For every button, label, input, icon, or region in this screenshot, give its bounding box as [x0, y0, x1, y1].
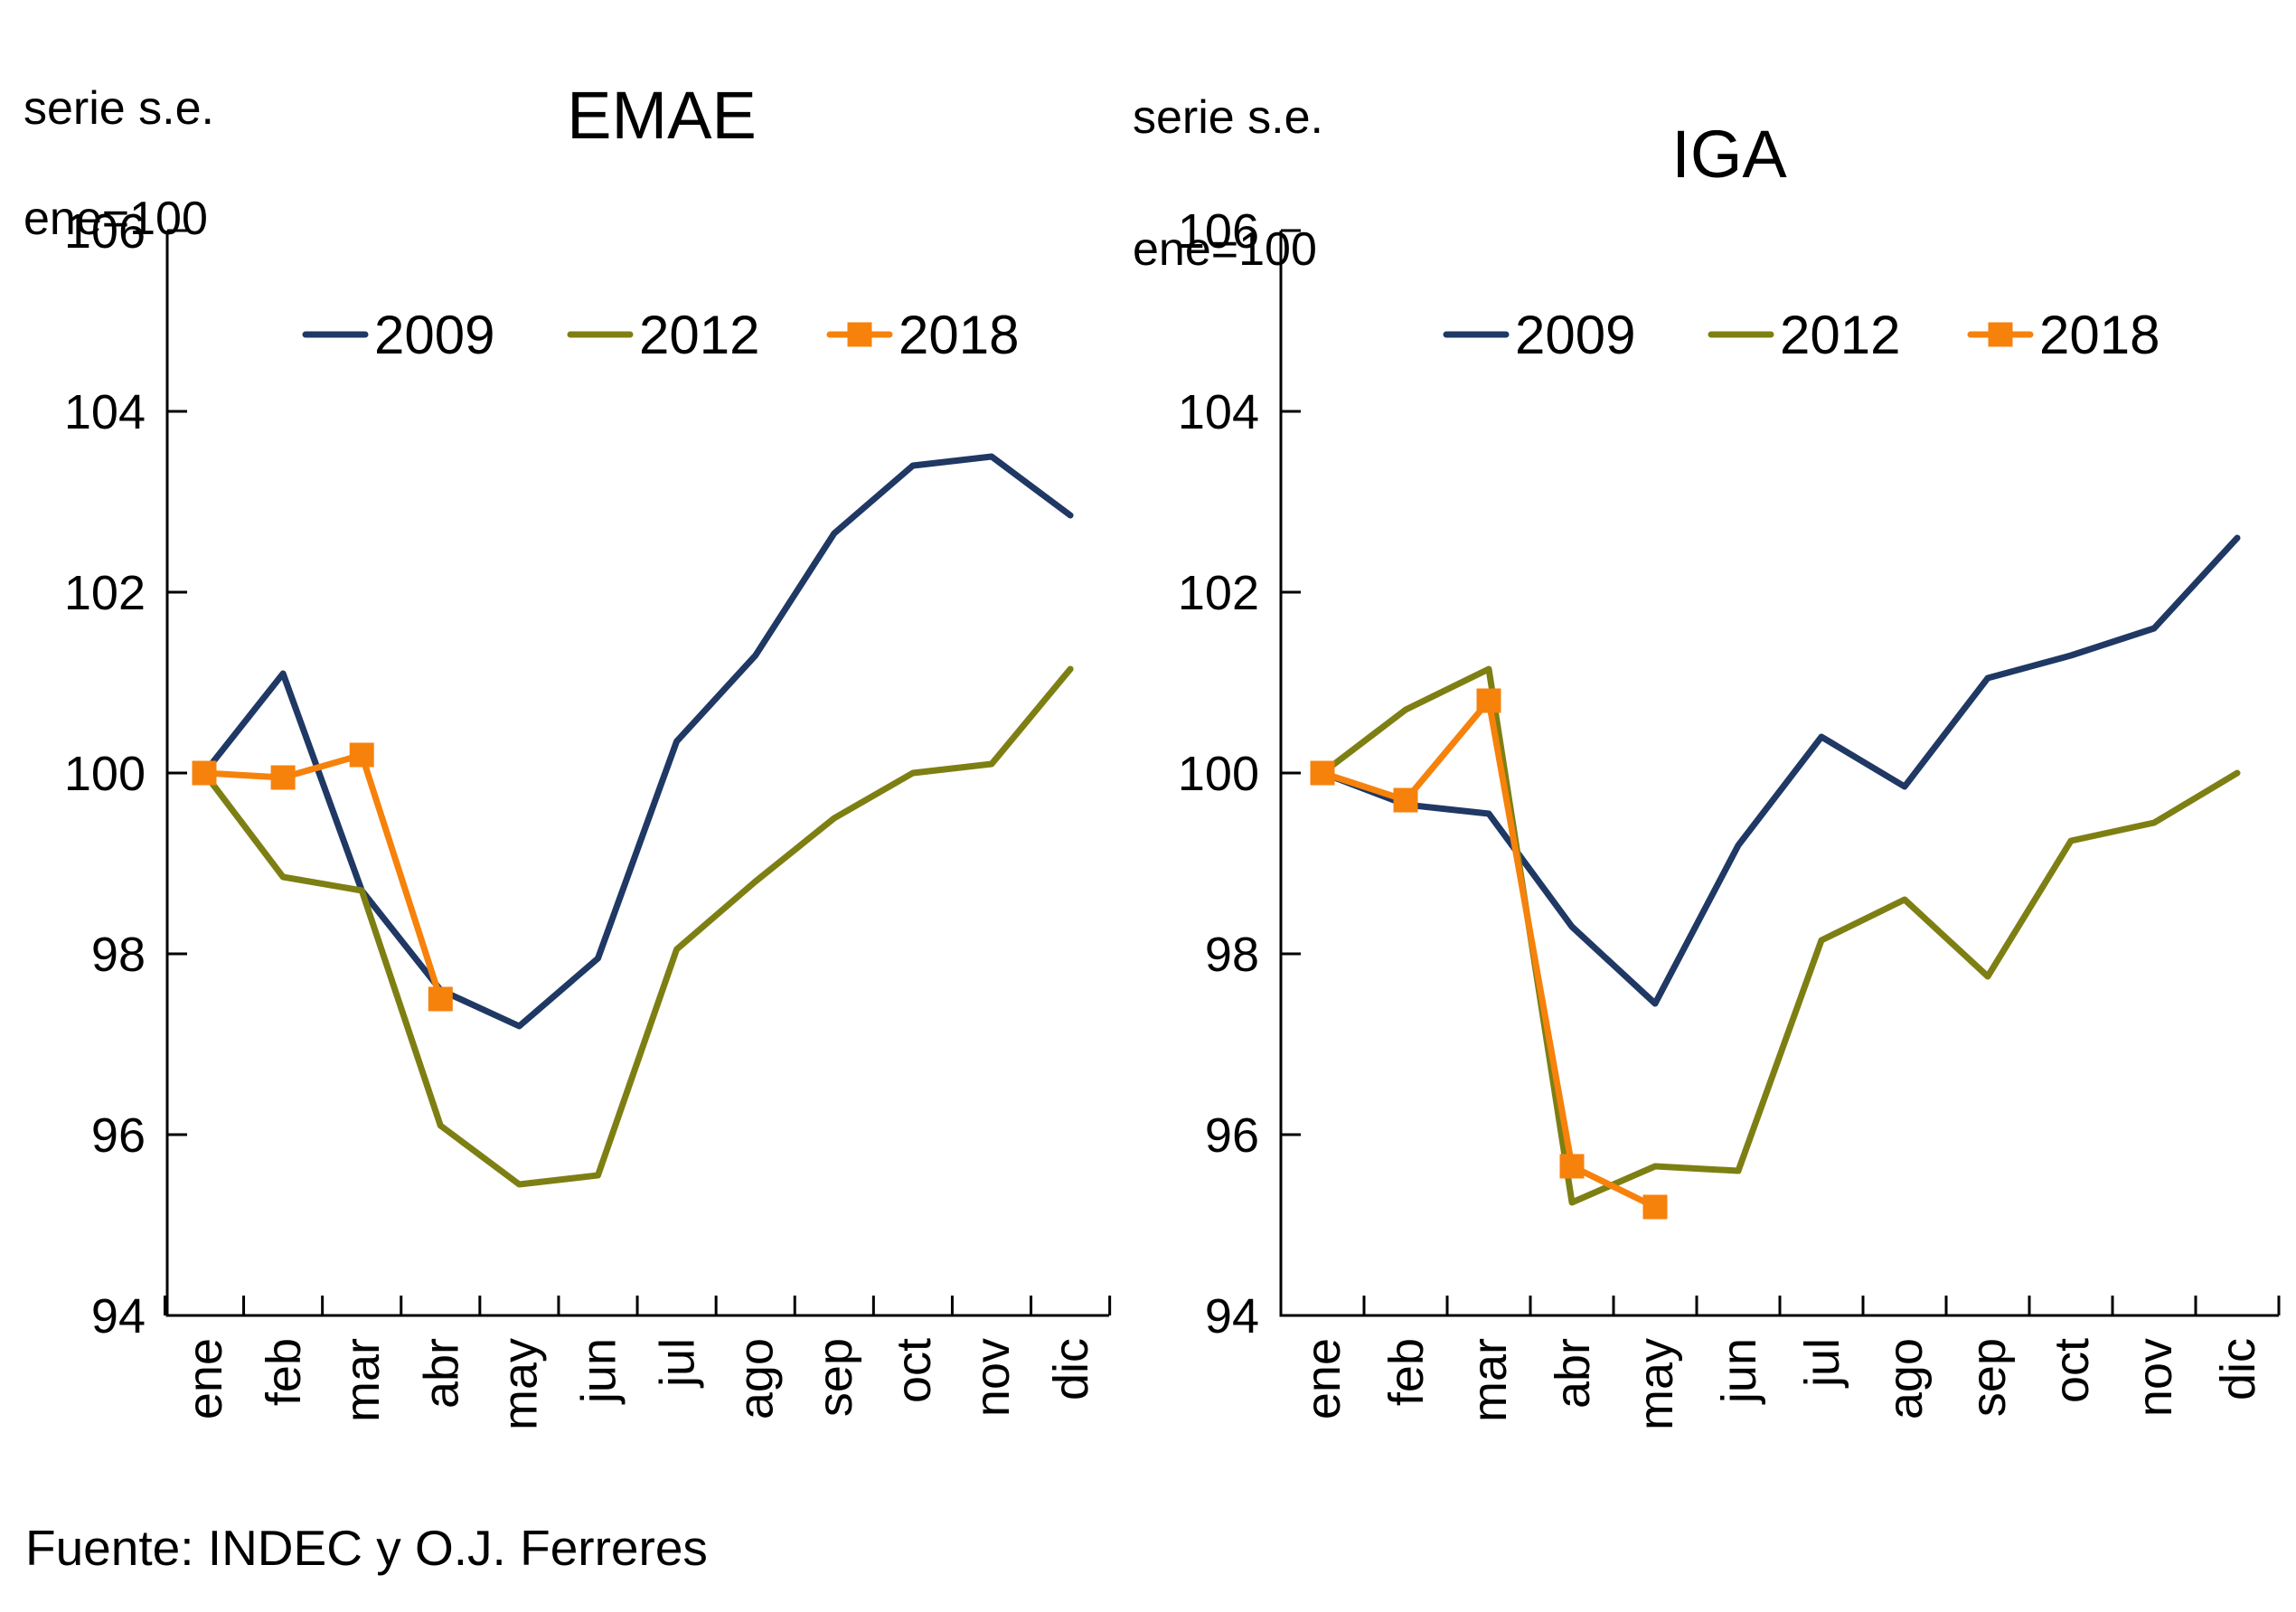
series-marker-2018 [270, 765, 296, 790]
series-line-2012 [201, 665, 1074, 1188]
y-tick-label: 106 [1178, 204, 1259, 259]
legend-marker-2018 [1988, 322, 2013, 347]
series-marker-2018 [1559, 1154, 1585, 1179]
x-category-label: jun [1712, 1338, 1766, 1405]
legend-label-2012: 2012 [1780, 305, 1900, 365]
x-category-label: sep [808, 1338, 862, 1417]
y-tick-label: 98 [1205, 928, 1259, 982]
source-note: Fuente: INDEC y O.J. Ferreres [25, 1520, 708, 1576]
x-category-label: oct [2045, 1338, 2099, 1403]
chart-iga: 106 104 102 100 98 96 94 ene feb mar abr may jun jul a… [1178, 204, 2281, 1430]
x-category-label: mar [1463, 1338, 1517, 1422]
y-tick-label: 96 [1205, 1108, 1259, 1163]
x-category-label: feb [1379, 1338, 1434, 1406]
series-line-2012 [1319, 665, 2241, 1206]
x-category-label: may [1629, 1338, 1683, 1430]
y-tick-label: 100 [64, 747, 146, 801]
y-tick-label: 102 [64, 566, 146, 620]
x-category-label: dic [2211, 1338, 2265, 1400]
legend-marker-2018 [847, 322, 872, 347]
left-axis-note-line2: ene=100 [24, 193, 208, 245]
y-tick-label: 102 [1178, 566, 1259, 620]
x-category-label: jul [1795, 1338, 1849, 1389]
x-category-label: ene [1296, 1338, 1350, 1419]
right-axis-note-line1: serie s.e. [1133, 91, 1323, 144]
legend-label-2012: 2012 [639, 305, 759, 365]
series-line-2009 [1319, 534, 2241, 1007]
y-tick-label: 94 [91, 1289, 146, 1343]
x-category-label: ago [729, 1338, 784, 1419]
series-marker-2018 [1642, 1194, 1668, 1220]
x-category-label: oct [887, 1338, 941, 1403]
x-category-label: abr [414, 1338, 468, 1409]
x-category-label: abr [1546, 1338, 1600, 1409]
x-category-label: jun [572, 1338, 626, 1405]
x-category-label: nov [965, 1338, 1020, 1417]
x-category-label: jul [651, 1338, 705, 1389]
series-marker-2018 [349, 742, 374, 768]
x-category-label: nov [2128, 1338, 2182, 1417]
series-line-2018 [201, 751, 444, 1003]
y-tick-label: 96 [91, 1108, 146, 1163]
x-category-label: feb [257, 1338, 311, 1406]
x-category-label: dic [1044, 1338, 1098, 1400]
y-tick-label: 104 [1178, 385, 1259, 439]
y-tick-label: 98 [91, 928, 146, 982]
series-marker-2018 [1393, 787, 1418, 813]
legend-label-2018: 2018 [899, 305, 1019, 365]
x-category-label: ago [1878, 1338, 1933, 1419]
series-marker-2018 [192, 760, 217, 786]
left-chart-title: EMAE [567, 78, 757, 153]
legend-label-2009: 2009 [1515, 305, 1635, 365]
series-marker-2018 [428, 986, 453, 1012]
chart-emae: 106 104 102 100 98 96 94 ene feb mar abr may jun jul a… [64, 204, 1112, 1430]
y-tick-label: 100 [1178, 747, 1259, 801]
y-tick-label: 94 [1205, 1289, 1259, 1343]
x-category-label: ene [178, 1338, 232, 1419]
legend-label-2009: 2009 [374, 305, 494, 365]
x-category-label: sep [1962, 1338, 2016, 1417]
y-tick-label: 106 [64, 204, 146, 259]
left-axis-note-line1: serie s.e. [24, 82, 214, 135]
series-marker-2018 [1476, 688, 1501, 713]
right-chart-title: IGA [1671, 117, 1787, 192]
x-category-label: mar [335, 1338, 390, 1422]
right-axis-note-line2: ene=100 [1133, 223, 1317, 276]
series-marker-2018 [1310, 760, 1335, 786]
y-tick-label: 104 [64, 385, 146, 439]
x-category-label: may [493, 1338, 547, 1430]
series-line-2009 [201, 453, 1074, 1030]
legend-label-2018: 2018 [2039, 305, 2160, 365]
